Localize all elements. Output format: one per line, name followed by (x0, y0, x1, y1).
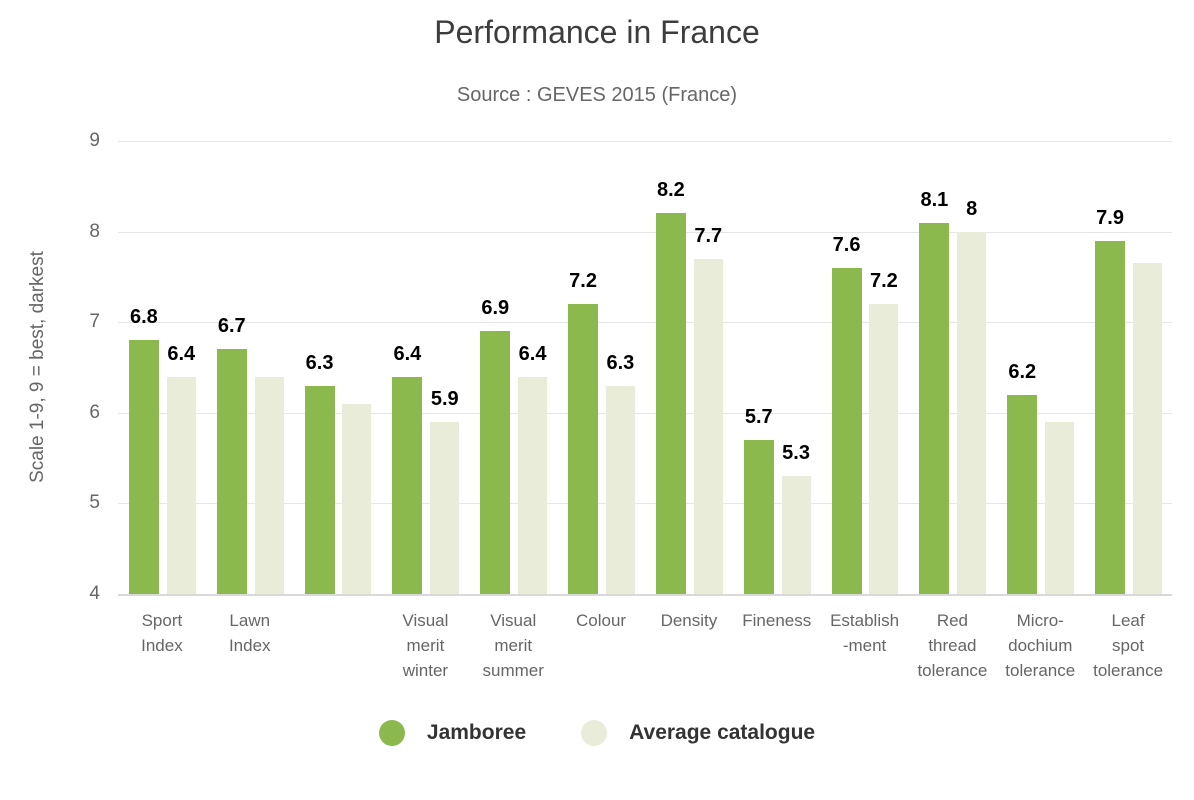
bar-average-catalogue-0[interactable] (166, 376, 196, 594)
gridline-6 (118, 412, 1172, 414)
data-label-jamboree-4: 6.9 (481, 297, 510, 320)
y-tick-label-9: 9 (89, 130, 100, 151)
data-label-jamboree-3: 6.4 (393, 342, 422, 365)
y-tick-label-5: 5 (89, 492, 100, 514)
bar-average-catalogue-1[interactable] (254, 376, 284, 594)
chart-title: Performance in France (434, 14, 760, 50)
data-label-jamboree-6: 8.2 (657, 179, 685, 202)
bar-average-catalogue-4[interactable] (518, 376, 548, 594)
gridline-5 (118, 503, 1172, 505)
bar-jamboree-7[interactable] (743, 439, 774, 594)
data-label-jamboree-8: 7.6 (832, 233, 861, 256)
bar-jamboree-8[interactable] (831, 267, 862, 594)
category-label-5: Colour (576, 611, 627, 630)
data-label-jamboree-0: 6.8 (130, 306, 158, 329)
data-label-average-catalogue-5: 6.3 (606, 351, 635, 374)
gridline-8 (118, 231, 1172, 233)
bar-average-catalogue-7[interactable] (781, 476, 811, 594)
category-label-6: Density (660, 611, 718, 630)
data-label-jamboree-9: 8.1 (920, 188, 949, 211)
legend-marker-average-catalogue-icon (581, 720, 608, 746)
data-label-average-catalogue-6: 7.7 (694, 224, 723, 247)
y-axis-title: Scale 1-9, 9 = best, darkest (27, 251, 48, 483)
bar-jamboree-5[interactable] (568, 304, 598, 594)
bar-average-catalogue-3[interactable] (430, 421, 460, 594)
y-tick-label-8: 8 (89, 220, 100, 242)
y-tick-label-7: 7 (89, 311, 100, 333)
bar-average-catalogue-10[interactable] (1045, 421, 1075, 594)
legend-item-average-catalogue[interactable]: Average catalogue (581, 720, 815, 746)
bar-average-catalogue-5[interactable] (605, 385, 635, 594)
category-label-3: Visual merit winter (402, 611, 449, 680)
data-label-average-catalogue-8: 7.2 (870, 270, 898, 293)
bar-jamboree-2[interactable] (304, 385, 335, 594)
data-label-average-catalogue-3: 5.9 (430, 387, 459, 410)
category-label-8: Establish -ment (830, 611, 900, 655)
bar-jamboree-4[interactable] (480, 331, 511, 594)
category-label-1: Lawn Index (228, 611, 271, 655)
data-label-jamboree-1: 6.7 (217, 315, 246, 338)
data-label-jamboree-7: 5.7 (744, 405, 773, 428)
bar-jamboree-0[interactable] (128, 340, 159, 594)
y-tick-label-4: 4 (89, 583, 100, 604)
data-label-average-catalogue-7: 5.3 (782, 442, 810, 465)
bar-jamboree-6[interactable] (655, 213, 686, 594)
legend-marker-jamboree-icon (378, 720, 405, 746)
bar-jamboree-1[interactable] (216, 349, 247, 594)
bar-jamboree-3[interactable] (392, 376, 423, 594)
category-label-4: Visual merit summer (482, 611, 544, 680)
bar-jamboree-9[interactable] (919, 222, 950, 594)
data-label-average-catalogue-9: 8 (966, 197, 978, 220)
legend-label-average-catalogue: Average catalogue (629, 721, 816, 744)
legend-label-jamboree: Jamboree (426, 721, 527, 744)
y-tick-label-6: 6 (89, 401, 100, 423)
data-label-jamboree-10: 6.2 (1008, 360, 1037, 383)
bar-jamboree-11[interactable] (1095, 240, 1125, 594)
category-label-10: Micro- dochium tolerance (1005, 611, 1076, 680)
legend-item-jamboree[interactable]: Jamboree (378, 720, 527, 746)
bar-jamboree-10[interactable] (1007, 394, 1038, 594)
chart-subtitle: Source : GEVES 2015 (France) (456, 84, 738, 106)
bar-average-catalogue-11[interactable] (1132, 263, 1162, 594)
data-label-jamboree-11: 7.9 (1096, 206, 1124, 229)
bar-average-catalogue-9[interactable] (957, 231, 987, 594)
legend: Jamboree Average catalogue (0, 720, 1194, 746)
plot-area: 4 5 6 7 8 9 6.8 6.7 6.3 6.4 6.9 7.2 8.2 5.7 7.6 8.1 6.2 7… (89, 130, 1172, 680)
category-label-0: Sport Index (141, 611, 183, 655)
category-label-7: Fineness (742, 611, 812, 630)
bar-average-catalogue-6[interactable] (693, 258, 723, 594)
gridline-7 (118, 322, 1172, 324)
data-label-jamboree-2: 6.3 (305, 351, 334, 374)
bar-average-catalogue-2[interactable] (342, 403, 372, 594)
data-label-average-catalogue-0: 6.4 (167, 342, 196, 365)
gridline-9 (118, 141, 1172, 142)
bar-average-catalogue-8[interactable] (869, 304, 899, 594)
category-label-9: Red thread tolerance (917, 611, 988, 680)
category-label-11: Leaf spot tolerance (1093, 611, 1164, 680)
data-label-average-catalogue-4: 6.4 (518, 342, 547, 365)
data-label-jamboree-5: 7.2 (569, 270, 597, 293)
